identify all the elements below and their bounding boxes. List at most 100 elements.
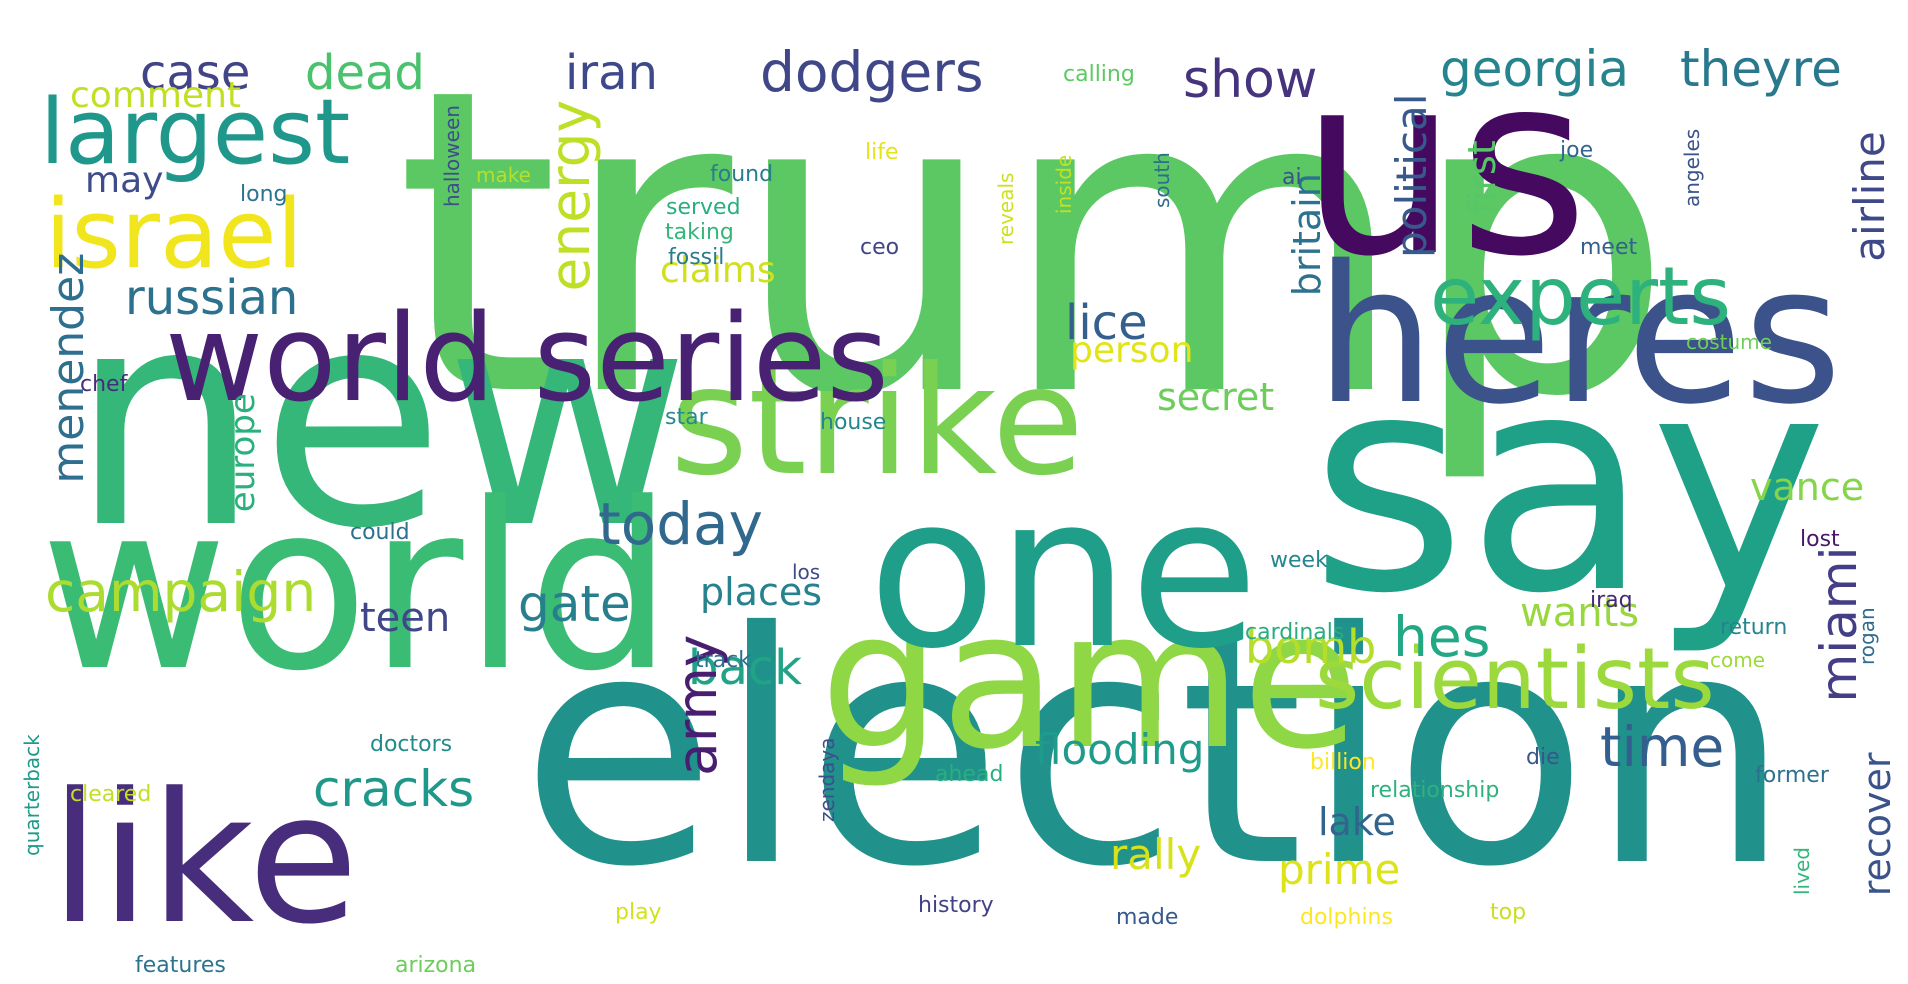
cloud-word: wants: [1520, 590, 1639, 636]
cloud-word: dolphins: [1300, 905, 1393, 930]
cloud-word: lived: [1790, 847, 1814, 895]
cloud-word: long: [240, 182, 287, 207]
cloud-word: georgia: [1440, 40, 1629, 98]
cloud-word: new: [70, 245, 690, 594]
cloud-word: case: [140, 45, 250, 101]
cloud-word: time: [1600, 715, 1724, 779]
cloud-word: say: [1310, 310, 1828, 659]
cloud-word: us: [1300, 20, 1589, 311]
cloud-word: quarterback: [20, 734, 44, 856]
cloud-word: lost: [1800, 527, 1840, 552]
cloud-word: history: [918, 893, 994, 918]
cloud-word: ahead: [935, 762, 1003, 787]
cloud-word: world series: [165, 290, 889, 429]
cloud-word: dead: [305, 45, 425, 101]
cloud-word: iraq: [1590, 588, 1633, 613]
cloud-word: south: [1150, 152, 1174, 208]
cloud-word: show: [1183, 50, 1317, 110]
cloud-word: secret: [1157, 375, 1274, 419]
cloud-word: gate: [518, 575, 631, 633]
cloud-word: week: [1270, 548, 1328, 573]
cloud-word: made: [1116, 905, 1178, 930]
cloud-word: life: [865, 140, 899, 165]
cloud-word: iran: [565, 45, 658, 101]
cloud-word: joe: [1559, 138, 1593, 163]
cloud-word: chef: [80, 372, 129, 397]
cloud-word: claims: [660, 250, 776, 291]
cloud-word: rogan: [1855, 607, 1879, 665]
cloud-word: army: [665, 635, 729, 776]
cloud-word: prime: [1278, 845, 1400, 894]
cloud-word: theyre: [1680, 40, 1842, 98]
cloud-word: return: [1720, 615, 1787, 640]
cloud-word: relationship: [1370, 778, 1499, 803]
cloud-word: halloween: [440, 105, 464, 207]
cloud-word: heres: [1315, 225, 1842, 446]
cloud-word: europe: [223, 393, 263, 512]
cloud-word: hes: [1393, 605, 1490, 669]
cloud-word: die: [1526, 745, 1560, 770]
cloud-word: teen: [360, 595, 450, 641]
cloud-word: world: [40, 455, 673, 722]
cloud-word: cleared: [70, 782, 151, 807]
cloud-word: arizona: [395, 953, 476, 978]
cloud-word: los: [792, 560, 820, 584]
cloud-word: first: [1460, 140, 1504, 214]
cloud-word: back: [688, 640, 802, 696]
cloud-word: recover: [1855, 752, 1899, 896]
cloud-word: person: [1070, 330, 1193, 371]
cloud-word: russian: [125, 270, 298, 326]
cloud-word: campaign: [45, 560, 316, 624]
cloud-word: miami: [1810, 547, 1868, 703]
cloud-word: lice: [1065, 295, 1148, 351]
cloud-word: scientists: [1315, 630, 1715, 729]
cloud-word: today: [598, 490, 763, 558]
cloud-word: rally: [1110, 830, 1201, 879]
cloud-word: strike: [670, 335, 1084, 509]
cloud-word: flooding: [1035, 725, 1204, 774]
cloud-word: inside: [1052, 155, 1076, 214]
cloud-word: airline: [1845, 131, 1894, 261]
cloud-word: cardinals: [1245, 620, 1344, 645]
cloud-word: fossil: [668, 245, 724, 270]
cloud-word: vance: [1750, 465, 1864, 509]
cloud-word: menendez: [43, 253, 94, 484]
cloud-word: comment: [70, 75, 241, 116]
cloud-word: ai: [1282, 165, 1302, 190]
cloud-word: ceo: [860, 235, 899, 260]
cloud-word: largest: [40, 80, 350, 185]
cloud-word: one: [868, 450, 1259, 695]
cloud-word: trump: [395, 0, 1674, 489]
cloud-word: found: [710, 162, 773, 187]
cloud-word: like: [50, 755, 359, 964]
cloud-word: costume: [1686, 330, 1772, 354]
cloud-word: reveals: [994, 173, 1018, 245]
cloud-word: britain: [1285, 173, 1329, 296]
cloud-word: experts: [1430, 250, 1731, 343]
cloud-word: zendaya: [815, 737, 839, 822]
cloud-word: lake: [1318, 800, 1396, 844]
cloud-word: places: [700, 570, 822, 614]
cloud-word: dodgers: [760, 40, 984, 104]
cloud-word: election: [520, 565, 1792, 937]
cloud-word: come: [1710, 648, 1765, 672]
cloud-word: play: [615, 900, 662, 925]
cloud-word: game: [820, 570, 1359, 791]
cloud-word: features: [135, 953, 226, 978]
cloud-word: may: [85, 160, 163, 201]
cloud-word: energy: [538, 100, 602, 292]
cloud-word: house: [820, 410, 886, 435]
cloud-word: meet: [1580, 235, 1638, 260]
cloud-word: could: [350, 520, 410, 545]
cloud-word: calling: [1063, 62, 1135, 87]
cloud-word: track: [695, 648, 751, 673]
cloud-word: cracks: [313, 760, 474, 818]
cloud-word: political: [1387, 94, 1436, 258]
cloud-word: bomb: [1245, 620, 1376, 674]
cloud-word: taking: [665, 220, 734, 245]
cloud-word: served: [666, 195, 741, 220]
cloud-word: israel: [45, 180, 303, 290]
cloud-word: doctors: [370, 732, 452, 757]
